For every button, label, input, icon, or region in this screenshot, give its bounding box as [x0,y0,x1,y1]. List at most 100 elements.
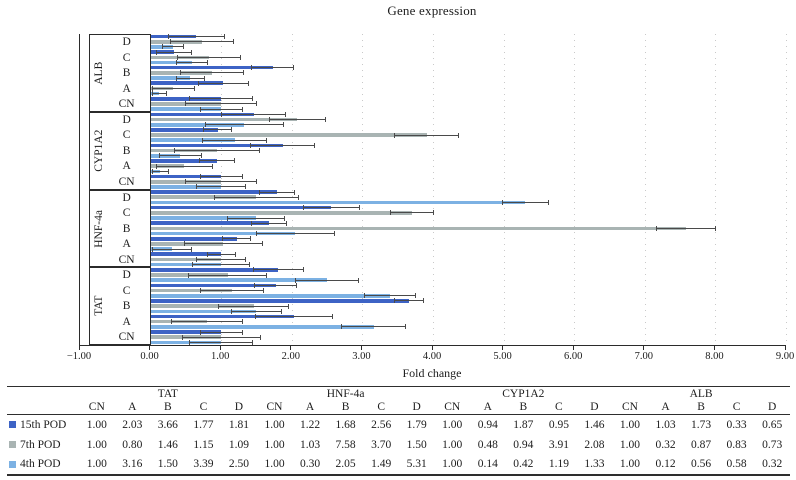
table-value-cell: 1.00 [86,458,107,470]
error-cap-right [191,246,193,252]
bar-4th-POD-TAT-D [150,278,328,282]
error-bar [188,274,267,276]
error-cap-right [234,251,236,257]
x-tick [572,346,574,350]
error-bar [182,336,261,338]
table-condition-header: CN [256,400,293,415]
error-cap-left [175,60,177,65]
error-cap-left [221,111,223,117]
table-value-cell: 0.42 [513,458,534,470]
error-cap-left [302,205,304,211]
bar-7th-POD-TAT-C [150,288,232,293]
error-cap-left [394,132,396,138]
table-value-cell: 0.73 [762,438,783,451]
condition-label: B [122,67,131,80]
condition-label: B [122,144,131,157]
error-bar [502,201,549,203]
table-value-cell: 0.95 [548,418,569,431]
table-value-cell: 1.00 [86,418,107,431]
error-cap-left [253,267,255,273]
table-value-cell: 3.91 [548,438,569,451]
error-cap-left [175,75,177,81]
bar-7th-POD-HNF-4a-CN [150,257,222,262]
error-cap-right [265,137,267,143]
bar-4th-POD-TAT-A [150,325,374,329]
error-bar [170,41,234,43]
bar-4th-POD-TAT-C [150,293,390,298]
error-cap-right [241,106,243,112]
error-bar [202,139,267,141]
error-cap-right [414,293,416,299]
x-tick [713,346,715,350]
table-value-cell: 1.46 [584,418,605,431]
legend-cell: 15th POD [7,415,79,435]
data-table: TAT HNF-4a CYP1A2 ALB CN A B C D CN A B C D CN A B C D CN A B… [7,386,790,476]
group-box-TAT: TAT D C B A CN [88,267,151,345]
error-cap-right [248,262,250,268]
error-bar [203,129,232,131]
error-cap-right [286,220,288,226]
error-bar [189,98,253,100]
bar-15th-POD-HNF-4a-C [150,205,332,210]
error-bar [256,233,335,235]
error-bar [341,326,406,328]
error-cap-right [241,319,243,325]
error-bar [168,36,225,38]
error-cap-right [243,70,245,76]
x-tick [78,346,80,350]
error-cap-right [241,174,243,180]
bar-15th-POD-HNF-4a-A [150,236,237,241]
condition-label: CN [118,331,135,344]
table-value-cell: 3.16 [122,458,143,470]
bar-15th-POD-TAT-C [150,283,276,288]
bar-15th-POD-TAT-B [150,299,409,303]
error-cap-right [234,158,236,164]
chart-title: Gene expression [387,3,477,18]
legend-swatch [9,421,16,429]
error-cap-right [280,308,282,314]
x-tick-label: 6.00 [564,351,583,362]
error-cap-left [188,339,190,345]
error-cap-left [199,288,201,294]
error-cap-right [245,184,247,190]
condition-label: D [122,36,131,48]
error-bar [222,238,251,240]
bar-4th-POD-CYP1A2-D [150,122,245,127]
bar-7th-POD-HNF-4a-C [150,211,412,215]
table-value-cell: 0.65 [762,418,783,431]
gridline [786,34,787,345]
table-row: 15th POD 1.00 2.03 3.66 1.77 1.81 1.00 1.22 1.68… [7,415,790,435]
x-tick-label: 7.00 [634,351,653,362]
table-value-cell: 3.66 [157,418,178,431]
error-cap-left [205,122,207,128]
condition-label: A [122,238,131,251]
error-cap-right [252,96,254,102]
table-condition-header: B [150,400,186,415]
bar-4th-POD-HNF-4a-D [150,200,526,205]
table-value-cell: 0.94 [477,418,498,431]
error-bar [152,170,169,172]
error-cap-right [241,329,243,335]
error-cap-left [192,262,194,268]
error-bar [218,305,289,307]
table-value-cell: 0.83 [726,438,747,451]
condition-label: CN [118,98,135,111]
error-cap-right [282,122,284,128]
error-cap-left [162,44,164,50]
error-cap-left [655,225,657,231]
gene-expression-chart: Gene expression ALB D C B A CN CYP1A2 D C B A CN HNF… [67,3,794,380]
table-value-cell: 1.00 [264,418,285,431]
bar-15th-POD-ALB-CN [150,96,222,101]
error-cap-left [206,251,208,257]
table-condition-header: A [114,400,151,415]
error-cap-left [181,334,183,340]
bar-15th-POD-HNF-4a-CN [150,252,222,257]
x-tick [502,346,504,350]
table-value-cell: 7.58 [335,438,356,451]
condition-label: D [122,191,131,204]
condition-label: CN [118,175,135,188]
table-condition-header: B [683,400,719,415]
bar-4th-POD-ALB-C [150,60,192,65]
error-cap-left [341,324,343,330]
condition-label: CN [118,253,135,266]
